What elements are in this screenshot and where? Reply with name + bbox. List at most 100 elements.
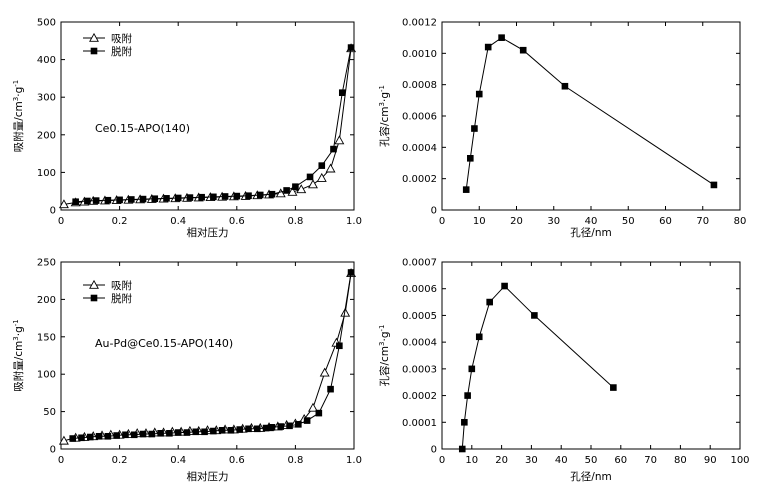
data-point <box>318 162 326 169</box>
data-point <box>236 426 244 433</box>
y-axis-title-sup: -1 <box>12 80 20 87</box>
plot-frame <box>60 21 355 211</box>
x-tick-label: 60 <box>659 216 672 227</box>
legend-marker <box>90 47 98 55</box>
y-tick-label: 0 <box>431 445 437 456</box>
sample-label: Ce0.15-APO(140) <box>95 122 190 135</box>
data-point <box>275 188 286 198</box>
data-point <box>306 173 314 181</box>
y-tick-label: 0.0001 <box>402 418 437 429</box>
chart-2: 0 10 20 30 40 50 60 70 80 0 0.0002 0.0004 0.0006 0.00… <box>378 18 746 240</box>
data-point <box>498 34 505 41</box>
data-point <box>233 192 241 200</box>
data-point <box>519 46 527 54</box>
data-point <box>327 385 334 393</box>
legend-marker <box>89 32 99 42</box>
y-tick-label: 500 <box>37 18 56 29</box>
y-axis-title-sup: 3 <box>378 341 386 345</box>
x-tick-label: 0.6 <box>229 216 245 227</box>
series-line <box>461 285 614 450</box>
x-tick-label: 0 <box>439 216 445 227</box>
data-point <box>254 425 261 433</box>
series-adsorption <box>462 34 718 193</box>
data-point <box>461 418 468 426</box>
x-tick-label: 0 <box>58 216 64 227</box>
y-axis-title: 吸附量/cm3·g-1 <box>12 80 25 153</box>
data-point <box>87 433 94 441</box>
series-line <box>63 273 352 442</box>
y-tick-label: 0.0007 <box>402 258 437 269</box>
x-tick-label: 80 <box>734 216 747 227</box>
y-axis-title-unit: ·g <box>13 326 25 336</box>
x-tick-label: 0.8 <box>287 216 303 227</box>
x-tick-label: 0.2 <box>112 216 128 227</box>
y-tick-label: 0.0004 <box>402 338 437 349</box>
data-point <box>336 342 343 350</box>
x-tick-label: 0.4 <box>170 216 186 227</box>
data-point <box>183 429 191 436</box>
data-point <box>69 435 77 442</box>
series-desorption <box>72 44 355 206</box>
data-point <box>221 193 229 200</box>
y-axis-title-unit: ·g <box>13 87 25 97</box>
series-line <box>465 37 715 190</box>
data-point <box>58 435 69 445</box>
y-tick-label: 0.0005 <box>402 311 437 322</box>
y-tick-label: 0 <box>431 206 437 217</box>
data-point <box>116 196 123 204</box>
y-tick-label: 0.0002 <box>402 391 437 402</box>
x-tick-label: 80 <box>674 455 687 466</box>
x-axis-title: 孔径/nm <box>570 226 611 239</box>
legend-label: 脱附 <box>111 292 132 305</box>
data-point <box>104 196 112 204</box>
y-tick-label: 0.0012 <box>402 18 437 29</box>
data-point <box>330 145 337 153</box>
y-tick-label: 0 <box>50 445 56 456</box>
x-tick-label: 50 <box>585 455 598 466</box>
data-point <box>458 445 466 453</box>
y-axis-title-main: 吸附量/cm <box>12 341 25 392</box>
y-axis-title-sup: 3 <box>12 97 20 101</box>
data-point <box>201 428 208 436</box>
data-point <box>163 195 170 202</box>
data-point <box>710 181 718 189</box>
data-point <box>340 307 351 317</box>
legend-label: 脱附 <box>111 45 132 58</box>
x-axis-title: 相对压力 <box>187 470 229 483</box>
data-point <box>148 430 156 438</box>
sample-label: Au-Pd@Ce0.15-APO(140) <box>95 337 233 350</box>
x-tick-label: 0.6 <box>229 455 245 466</box>
x-tick-label: 20 <box>510 216 523 227</box>
data-point <box>531 312 538 319</box>
data-point <box>334 135 345 145</box>
data-point <box>268 424 276 431</box>
y-axis-title: 孔容/cm3·g-1 <box>378 324 391 386</box>
legend-marker <box>89 279 99 289</box>
y-tick-label: 150 <box>37 332 56 343</box>
x-tick-label: 20 <box>495 455 508 466</box>
data-point <box>303 417 311 424</box>
y-axis-title: 孔容/cm3·g-1 <box>378 85 391 147</box>
data-point <box>308 402 318 412</box>
x-tick-label: 0.4 <box>170 455 186 466</box>
y-axis-title-main: 孔容/cm <box>378 346 391 387</box>
data-point <box>95 432 103 440</box>
chart-1: 0 0.2 0.4 0.6 0.8 1.0 0 100 200 300 400 500 相对压力 吸附量/… <box>12 18 362 240</box>
y-axis-title-sup: -1 <box>12 319 20 326</box>
x-tick-label: 0.2 <box>112 455 128 466</box>
data-point <box>319 367 330 377</box>
data-point <box>295 421 302 428</box>
data-point <box>277 423 285 430</box>
plot-frame <box>441 261 741 450</box>
x-tick-label: 0 <box>58 455 64 466</box>
data-point <box>218 427 226 434</box>
data-point <box>338 89 346 96</box>
x-tick-label: 50 <box>622 216 635 227</box>
y-tick-label: 0 <box>50 206 56 217</box>
x-tick-label: 40 <box>555 455 568 466</box>
y-tick-label: 200 <box>37 130 56 141</box>
data-point <box>198 193 205 201</box>
x-tick-label: 70 <box>644 455 657 466</box>
legend-marker <box>90 294 98 302</box>
